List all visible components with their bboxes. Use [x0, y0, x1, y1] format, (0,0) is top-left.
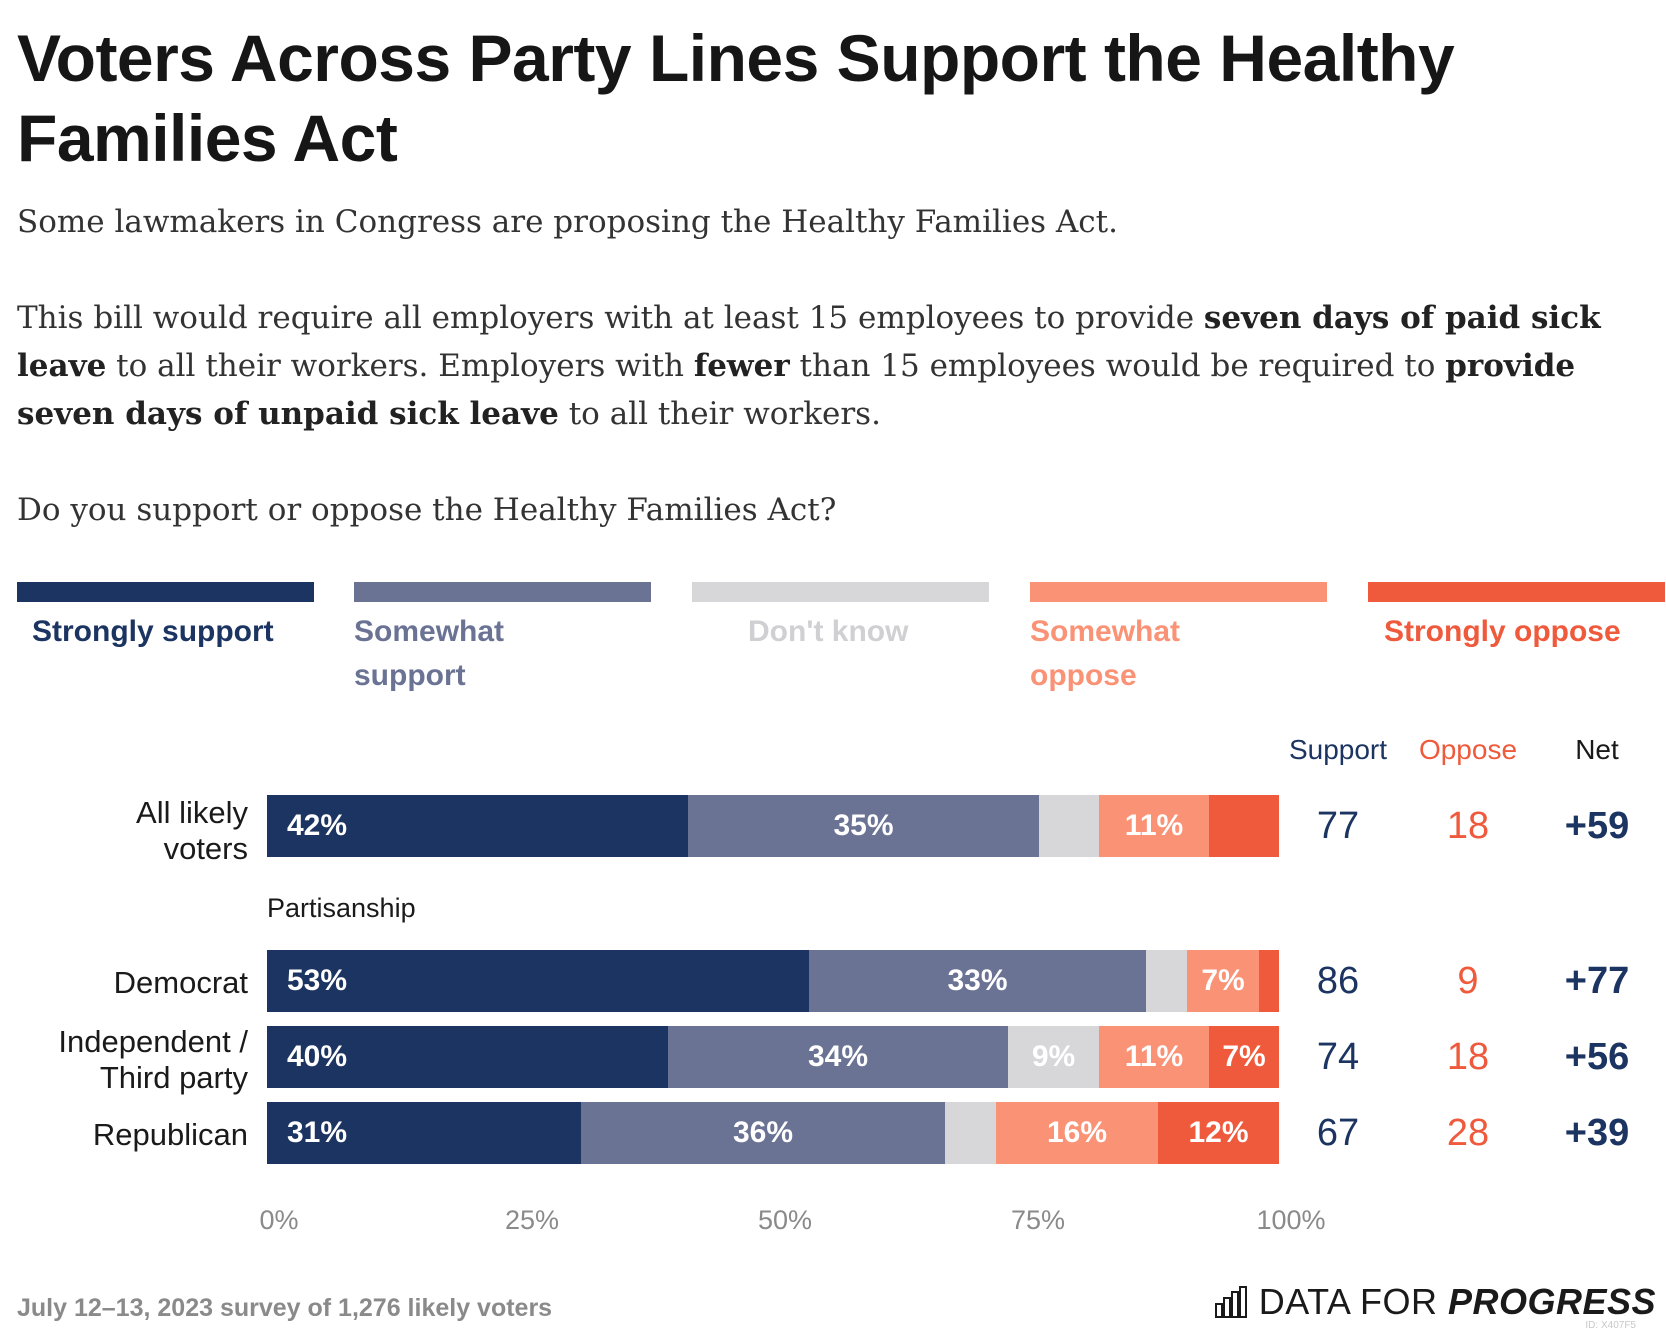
column-header-net: Net [1575, 734, 1619, 765]
x-tick-label: 100% [1256, 1205, 1326, 1235]
bar-row-democrat: 53% 33% 7% [267, 950, 1279, 1012]
bar-segment-somewhat-oppose: 11% [1099, 1026, 1209, 1088]
legend-label-somewhat-oppose: Somewhat oppose [1030, 615, 1181, 692]
bar-segment-somewhat-support: 33% [809, 950, 1146, 1012]
intro-text: Some lawmakers in Congress are proposing… [17, 198, 1637, 534]
bar-segment-somewhat-oppose: 11% [1099, 795, 1209, 857]
bar-segment-somewhat-support: 34% [668, 1026, 1008, 1088]
bar-segment-strongly-oppose: 12% [1158, 1102, 1279, 1164]
intro-paragraph-2: This bill would require all employers wi… [17, 294, 1637, 438]
support-value-republican: 67 [1316, 1112, 1360, 1154]
bar-chart-logo-icon [1214, 1286, 1247, 1318]
support-value-all-likely-voters: 77 [1316, 805, 1360, 847]
x-tick-label: 75% [1010, 1205, 1066, 1235]
chart-title: Voters Across Party Lines Support the He… [17, 21, 1455, 175]
bar-segment-strongly-support: 53% [267, 950, 809, 1012]
intro-emphasis: provide seven days of unpaid sick leave [17, 348, 1576, 432]
survey-note: July 12–13, 2023 survey of 1,276 likely … [17, 1294, 553, 1322]
net-value-republican: +39 [1564, 1112, 1630, 1154]
legend-label-somewhat-support: Somewhat support [354, 615, 505, 692]
bar-segment-somewhat-support: 36% [581, 1102, 945, 1164]
x-tick-label: 0% [259, 1205, 299, 1235]
intro-text-segment: to all their workers. [558, 396, 881, 432]
bar-segment-somewhat-oppose: 7% [1187, 950, 1259, 1012]
bar-segment-strongly-support: 40% [267, 1026, 668, 1088]
bar-segment-don-t-know [945, 1102, 996, 1164]
column-header-oppose: Oppose [1418, 734, 1518, 765]
bar-segment-strongly-support: 42% [267, 795, 688, 857]
bar-segment-strongly-oppose [1209, 795, 1279, 857]
bar-segment-don-t-know [1039, 795, 1099, 857]
bar-row-independent-third-party: 40% 34% 9% 11% 7% [267, 1026, 1279, 1088]
bar-segment-somewhat-support: 35% [688, 795, 1039, 857]
row-label-all-likely-voters: All likely voters [136, 795, 248, 866]
net-value-independent-third-party: +56 [1564, 1036, 1630, 1078]
legend-swatch-strongly-oppose [1368, 582, 1665, 602]
brand-name-light: DATA FOR [1258, 1281, 1448, 1322]
intro-text-segment: to all their workers. Employers with [106, 348, 694, 384]
bar-segment-don-t-know [1146, 950, 1187, 1012]
legend-label-strongly-oppose: Strongly oppose [1384, 615, 1621, 648]
row-label-republican: Republican [92, 1117, 248, 1152]
oppose-value-republican: 28 [1446, 1112, 1490, 1154]
group-label-partisanship: Partisanship [267, 893, 416, 923]
legend-swatch-somewhat-oppose [1030, 582, 1327, 602]
oppose-value-democrat: 9 [1457, 960, 1479, 1002]
intro-text-segment: This bill would require all employers wi… [17, 300, 1204, 336]
bar-row-all-likely-voters: 42% 35% 11% [267, 795, 1279, 857]
bar-segment-strongly-oppose: 7% [1209, 1026, 1279, 1088]
intro-emphasis: seven days of paid sick leave [17, 300, 1601, 384]
bar-segment-don-t-know: 9% [1008, 1026, 1099, 1088]
net-value-democrat: +77 [1564, 960, 1630, 1002]
legend-label-strongly-support: Strongly support [32, 615, 274, 648]
support-value-democrat: 86 [1316, 960, 1360, 1002]
net-value-all-likely-voters: +59 [1564, 805, 1630, 847]
chart-id: ID: X407F5 [1585, 1320, 1636, 1331]
brand-logo: DATA FOR PROGRESS [1214, 1280, 1656, 1324]
intro-paragraph-1: Some lawmakers in Congress are proposing… [17, 204, 1118, 240]
oppose-value-all-likely-voters: 18 [1446, 805, 1490, 847]
bar-row-republican: 31% 36% 16% 12% [267, 1102, 1279, 1164]
x-tick-label: 25% [504, 1205, 560, 1235]
row-label-democrat: Democrat [113, 965, 248, 1000]
legend-swatch-somewhat-support [354, 582, 651, 602]
legend: Strongly support Somewhat support Don't … [0, 582, 1666, 702]
oppose-value-independent-third-party: 18 [1446, 1036, 1490, 1078]
row-label-independent: Independent / Third party [58, 1024, 248, 1095]
column-header-support: Support [1288, 734, 1388, 765]
bar-segment-somewhat-oppose: 16% [996, 1102, 1158, 1164]
intro-text-segment: than 15 employees would be required to [789, 348, 1446, 384]
support-value-independent-third-party: 74 [1316, 1036, 1360, 1078]
intro-emphasis: fewer [693, 348, 790, 384]
survey-question: Do you support or oppose the Healthy Fam… [17, 492, 837, 528]
bar-segment-strongly-support: 31% [267, 1102, 581, 1164]
bar-segment-strongly-oppose [1259, 950, 1279, 1012]
legend-label-dont-know: Don't know [748, 615, 909, 648]
legend-swatch-dont-know [692, 582, 989, 602]
brand-name: DATA FOR PROGRESS [1259, 1281, 1656, 1323]
legend-swatch-strongly-support [17, 582, 314, 602]
x-tick-label: 50% [757, 1205, 813, 1235]
brand-name-bold: PROGRESS [1447, 1281, 1656, 1322]
